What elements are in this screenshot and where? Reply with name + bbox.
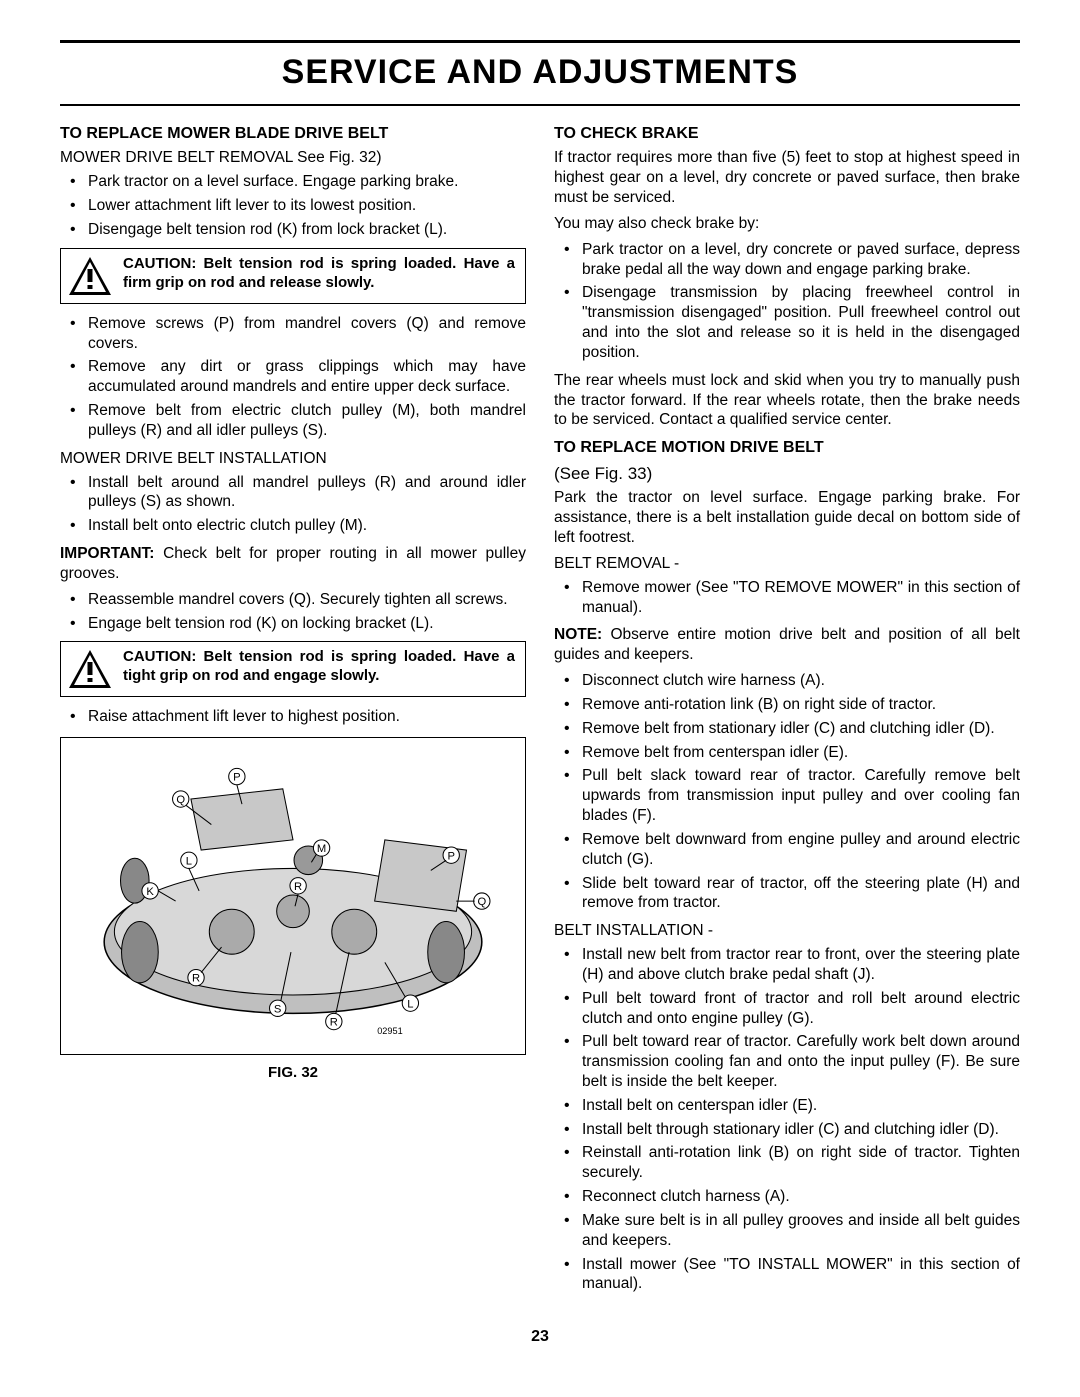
list-item: Reassemble mandrel covers (Q). Securely … xyxy=(60,590,526,610)
title-underline xyxy=(60,104,1020,106)
install-list-3: Raise attachment lift lever to highest p… xyxy=(60,707,526,727)
list-item: Engage belt tension rod (K) on locking b… xyxy=(60,614,526,634)
svg-text:P: P xyxy=(233,772,240,784)
removal-subhead: MOWER DRIVE BELT REMOVAL See Fig. 32) xyxy=(60,148,526,168)
svg-text:M: M xyxy=(317,843,326,855)
install-list-2: Reassemble mandrel covers (Q). Securely … xyxy=(60,590,526,634)
figure-caption: FIG. 32 xyxy=(60,1063,526,1082)
install-list-1: Install belt around all mandrel pulleys … xyxy=(60,473,526,536)
list-item: Reconnect clutch harness (A). xyxy=(554,1187,1020,1207)
list-item: Park tractor on a level surface. Engage … xyxy=(60,172,526,192)
content-columns: TO REPLACE MOWER BLADE DRIVE BELT MOWER … xyxy=(60,124,1020,1302)
list-item: Pull belt toward front of tractor and ro… xyxy=(554,989,1020,1029)
list-item: Park tractor on a level, dry concrete or… xyxy=(554,240,1020,280)
svg-text:S: S xyxy=(274,1004,281,1016)
caution-label: CAUTION: xyxy=(123,255,196,272)
svg-text:02951: 02951 xyxy=(377,1026,403,1036)
list-item: Install mower (See "TO INSTALL MOWER" in… xyxy=(554,1255,1020,1295)
motion-paragraph-1: Park the tractor on level surface. Engag… xyxy=(554,488,1020,547)
list-item: Lower attachment lift lever to its lowes… xyxy=(60,196,526,216)
warning-icon xyxy=(67,648,113,690)
caution-box-1: CAUTION: Belt tension rod is spring load… xyxy=(60,248,526,304)
list-item: Raise attachment lift lever to highest p… xyxy=(60,707,526,727)
svg-text:P: P xyxy=(447,850,454,862)
motion-ref: (See Fig. 33) xyxy=(554,463,1020,485)
svg-text:K: K xyxy=(146,886,154,898)
section-replace-blade-belt: TO REPLACE MOWER BLADE DRIVE BELT xyxy=(60,124,526,144)
brake-paragraph-2: You may also check brake by: xyxy=(554,214,1020,234)
list-item: Remove belt downward from engine pulley … xyxy=(554,830,1020,870)
brake-paragraph-3: The rear wheels must lock and skid when … xyxy=(554,371,1020,430)
important-label: IMPORTANT: xyxy=(60,545,154,562)
svg-text:Q: Q xyxy=(477,896,486,908)
right-column: TO CHECK BRAKE If tractor requires more … xyxy=(554,124,1020,1302)
list-item: Slide belt toward rear of tractor, off t… xyxy=(554,874,1020,914)
list-item: Disengage transmission by placing freewh… xyxy=(554,283,1020,362)
list-item: Remove anti-rotation link (B) on right s… xyxy=(554,695,1020,715)
svg-text:R: R xyxy=(330,1017,338,1029)
list-item: Install belt through stationary idler (C… xyxy=(554,1120,1020,1140)
list-item: Remove any dirt or grass clippings which… xyxy=(60,357,526,397)
belt-install-subhead: BELT INSTALLATION - xyxy=(554,921,1020,941)
list-item: Disengage belt tension rod (K) from lock… xyxy=(60,220,526,240)
warning-icon xyxy=(67,255,113,297)
section-motion-belt: TO REPLACE MOTION DRIVE BELT xyxy=(554,438,1020,458)
svg-text:R: R xyxy=(294,881,302,893)
note-body: Observe entire motion drive belt and pos… xyxy=(554,626,1020,663)
section-check-brake: TO CHECK BRAKE xyxy=(554,124,1020,144)
list-item: Reinstall anti-rotation link (B) on righ… xyxy=(554,1143,1020,1183)
figure-32-box: P Q L K M R P Q R S R L 02951 xyxy=(60,737,526,1055)
list-item: Make sure belt is in all pulley grooves … xyxy=(554,1211,1020,1251)
belt-removal-list-2: Disconnect clutch wire harness (A). Remo… xyxy=(554,671,1020,913)
brake-paragraph-1: If tractor requires more than five (5) f… xyxy=(554,148,1020,207)
caution-box-2: CAUTION: Belt tension rod is spring load… xyxy=(60,641,526,697)
belt-removal-list-1: Remove mower (See "TO REMOVE MOWER" in t… xyxy=(554,578,1020,618)
list-item: Remove screws (P) from mandrel covers (Q… xyxy=(60,314,526,354)
page-title: SERVICE AND ADJUSTMENTS xyxy=(60,47,1020,94)
list-item: Install new belt from tractor rear to fr… xyxy=(554,945,1020,985)
brake-list: Park tractor on a level, dry concrete or… xyxy=(554,240,1020,363)
top-rule xyxy=(60,40,1020,43)
list-item: Remove belt from centerspan idler (E). xyxy=(554,743,1020,763)
figure-32-illustration: P Q L K M R P Q R S R L 02951 xyxy=(71,748,515,1044)
list-item: Install belt on centerspan idler (E). xyxy=(554,1096,1020,1116)
page-number: 23 xyxy=(60,1328,1020,1346)
list-item: Remove belt from electric clutch pulley … xyxy=(60,401,526,441)
svg-text:Q: Q xyxy=(176,794,185,806)
left-column: TO REPLACE MOWER BLADE DRIVE BELT MOWER … xyxy=(60,124,526,1302)
note-label: NOTE: xyxy=(554,626,602,643)
list-item: Remove belt from stationary idler (C) an… xyxy=(554,719,1020,739)
list-item: Pull belt slack toward rear of tractor. … xyxy=(554,766,1020,825)
important-note: IMPORTANT: Check belt for proper routing… xyxy=(60,544,526,584)
list-item: Remove mower (See "TO REMOVE MOWER" in t… xyxy=(554,578,1020,618)
removal-list-2: Remove screws (P) from mandrel covers (Q… xyxy=(60,314,526,441)
list-item: Install belt around all mandrel pulleys … xyxy=(60,473,526,513)
svg-text:L: L xyxy=(407,998,413,1010)
caution-text: CAUTION: Belt tension rod is spring load… xyxy=(123,648,515,686)
list-item: Pull belt toward rear of tractor. Carefu… xyxy=(554,1032,1020,1091)
list-item: Disconnect clutch wire harness (A). xyxy=(554,671,1020,691)
belt-removal-subhead: BELT REMOVAL - xyxy=(554,554,1020,574)
svg-text:L: L xyxy=(186,856,192,868)
belt-install-list: Install new belt from tractor rear to fr… xyxy=(554,945,1020,1294)
install-subhead: MOWER DRIVE BELT INSTALLATION xyxy=(60,449,526,469)
list-item: Install belt onto electric clutch pulley… xyxy=(60,516,526,536)
note: NOTE: Observe entire motion drive belt a… xyxy=(554,625,1020,665)
caution-label: CAUTION: xyxy=(123,648,196,665)
svg-text:R: R xyxy=(192,973,200,985)
removal-list-1: Park tractor on a level surface. Engage … xyxy=(60,172,526,239)
caution-text: CAUTION: Belt tension rod is spring load… xyxy=(123,255,515,293)
